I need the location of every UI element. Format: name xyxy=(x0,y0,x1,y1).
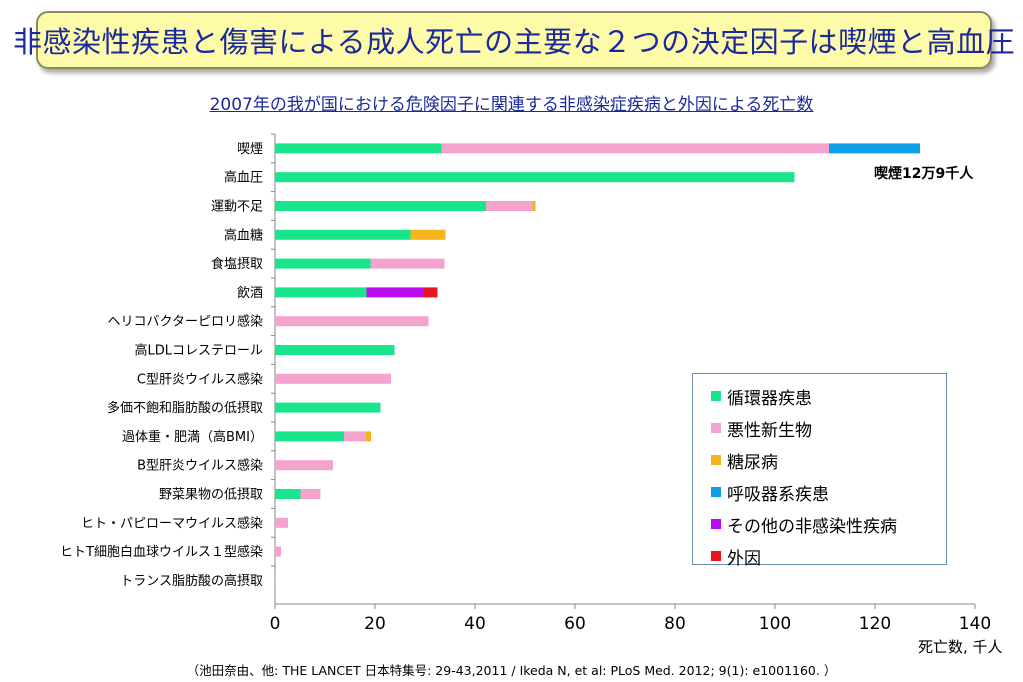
bar-segment xyxy=(275,143,442,154)
bar-segment xyxy=(370,258,445,269)
chart-title: 2007年の我が国における危険因子に関連する非感染症疾病と外因による死亡数 xyxy=(209,95,814,115)
legend-label: 悪性新生物 xyxy=(727,420,812,441)
slide-title: 非感染性疾患と傷害による成人死亡の主要な２つの決定因子は喫煙と高血圧 xyxy=(12,25,1016,59)
bar-segment xyxy=(344,431,366,442)
bar-segment xyxy=(275,287,367,298)
bar-segment xyxy=(275,546,281,557)
smoking-total-annotation: 喫煙12万9千人 xyxy=(874,166,974,182)
legend-label: その他の非感染性疾病 xyxy=(727,516,897,537)
bar-segment xyxy=(300,489,321,499)
bar-segment xyxy=(366,431,371,442)
legend-item: 循環器疾患 xyxy=(711,380,946,412)
source-footnote: （池田奈由、他: THE LANCET 日本特集号: 29-43,2011 / … xyxy=(186,663,837,678)
legend-swatch xyxy=(711,519,721,529)
legend-label: 糖尿病 xyxy=(727,452,778,473)
legend-item: 呼吸器系疾患 xyxy=(711,476,946,508)
chart-legend: 循環器疾患 悪性新生物 糖尿病 呼吸器系疾患 その他の非感染性疾病 外因 xyxy=(692,373,947,569)
category-label: C型肝炎ウイルス感染 xyxy=(137,371,263,387)
bar-segment xyxy=(275,489,301,499)
x-tick-label: 0 xyxy=(270,614,281,634)
legend-item: 悪性新生物 xyxy=(711,412,946,444)
bar-segment xyxy=(275,460,333,471)
x-tick-label: 140 xyxy=(959,614,991,634)
legend-item: 糖尿病 xyxy=(711,444,946,476)
legend-swatch xyxy=(711,455,721,465)
bar-segment xyxy=(423,287,438,298)
bar-segment xyxy=(275,431,344,442)
bar-segment xyxy=(275,201,486,211)
category-label: ヒトT細胞白血球ウイルス１型感染 xyxy=(60,544,263,560)
bar-segment xyxy=(275,229,411,240)
category-label: 高血圧 xyxy=(224,170,263,186)
legend-swatch xyxy=(711,487,721,497)
category-label: B型肝炎ウイルス感染 xyxy=(137,458,263,474)
bar-segment xyxy=(275,172,795,183)
category-label: 野菜果物の低摂取 xyxy=(159,487,263,503)
category-label: 高LDLコレステロール xyxy=(135,343,264,359)
legend-swatch xyxy=(711,391,721,401)
legend-label: 循環器疾患 xyxy=(727,388,812,409)
bar-segment xyxy=(275,575,276,586)
bar-segment xyxy=(410,229,446,240)
bar-segment xyxy=(486,201,533,211)
x-tick-label: 20 xyxy=(364,614,386,634)
legend-swatch xyxy=(711,423,721,433)
category-label: ヘリコバクターピロリ感染 xyxy=(108,314,263,330)
bar-segment xyxy=(275,373,391,384)
bar-segment xyxy=(275,258,371,269)
category-label: 多価不飽和脂肪酸の低摂取 xyxy=(107,400,263,416)
bar-segment xyxy=(441,143,829,154)
bar-segment xyxy=(275,316,429,327)
bar-segment xyxy=(829,143,920,154)
category-label: 食塩摂取 xyxy=(211,256,263,272)
legend-swatch xyxy=(711,551,721,561)
x-tick-label: 80 xyxy=(664,614,686,634)
bar-segment xyxy=(275,402,381,413)
x-tick-label: 120 xyxy=(859,614,891,634)
category-label: 過体重・肥満（高BMI） xyxy=(122,429,263,445)
category-label: ヒト・パピローマウイルス感染 xyxy=(81,515,263,531)
category-label: 飲酒 xyxy=(237,285,263,301)
category-label: 喫煙 xyxy=(237,142,263,157)
bar-segment xyxy=(275,517,288,528)
x-axis-label: 死亡数, 千人 xyxy=(918,638,1003,656)
category-label: トランス脂肪酸の高摂取 xyxy=(120,573,263,589)
category-label: 運動不足 xyxy=(211,200,263,215)
legend-item: 外因 xyxy=(711,540,946,572)
bar-segment xyxy=(275,345,395,355)
x-tick-label: 100 xyxy=(759,614,791,634)
x-tick-label: 60 xyxy=(564,614,586,634)
bar-segment xyxy=(532,201,536,211)
legend-item: その他の非感染性疾病 xyxy=(711,508,946,540)
legend-label: 外因 xyxy=(727,548,761,569)
x-tick-label: 40 xyxy=(464,614,486,634)
bar-segment xyxy=(366,287,424,298)
legend-label: 呼吸器系疾患 xyxy=(727,484,829,505)
category-label: 高血糖 xyxy=(224,227,263,243)
slide-title-box: 非感染性疾患と傷害による成人死亡の主要な２つの決定因子は喫煙と高血圧 xyxy=(13,11,1015,69)
